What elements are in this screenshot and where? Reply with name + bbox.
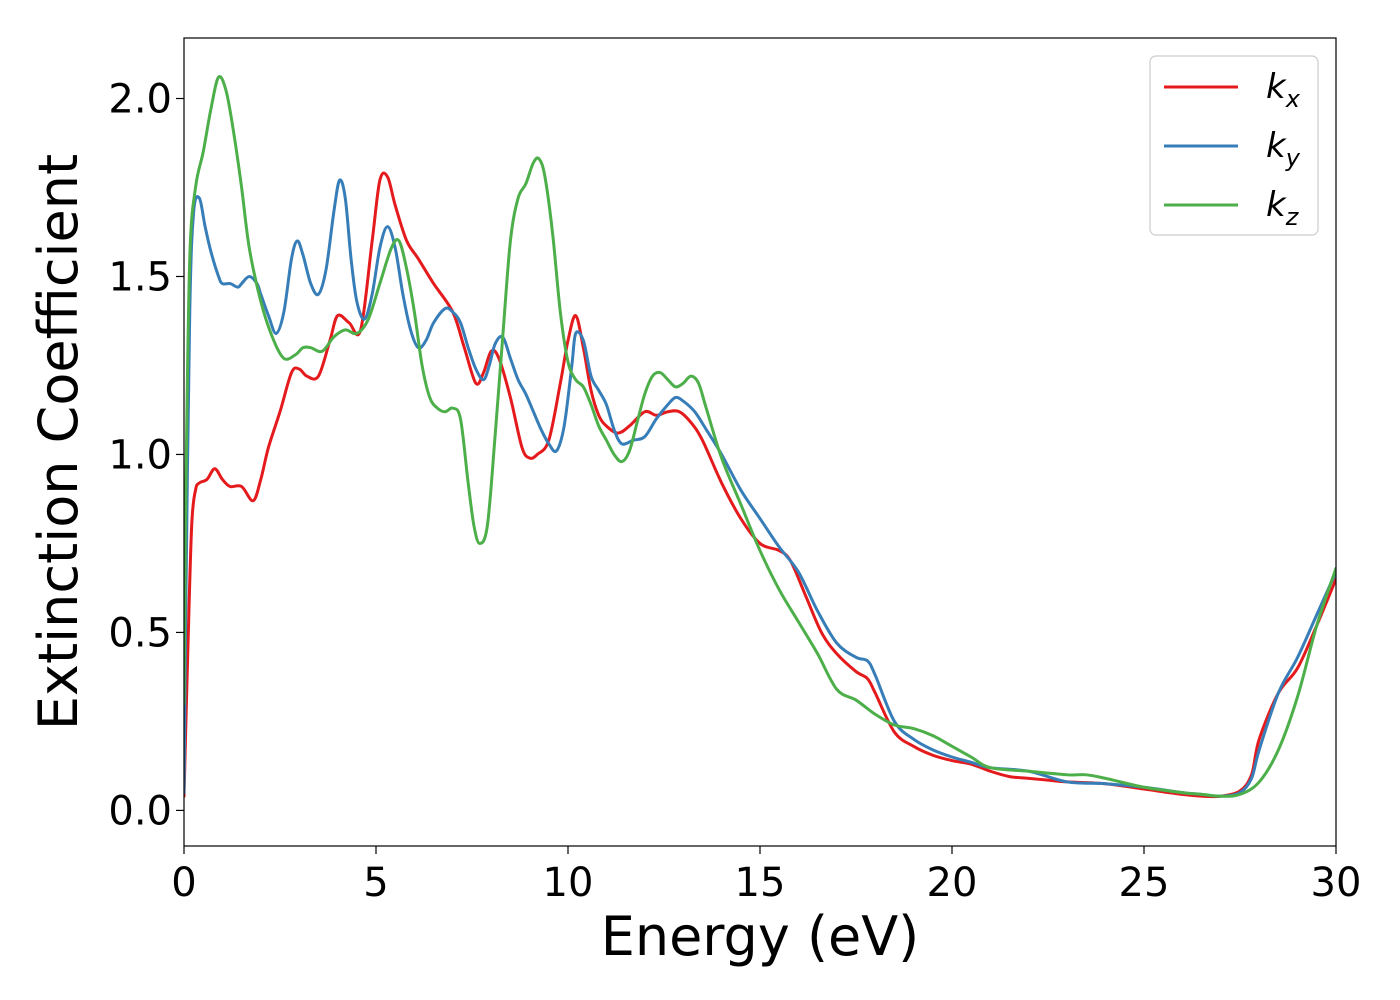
legend-label-base: k [1266,67,1287,107]
x-axis: 0 5 10 15 20 25 30 [171,846,1361,906]
x-tick-label: 25 [1119,860,1170,906]
y-tick-label: 1.0 [108,432,172,478]
y-tick-label: 0.0 [108,788,172,834]
series-line-ky [184,178,1336,798]
y-axis: 0.0 0.5 1.0 1.5 2.0 [108,77,184,834]
legend-label-base: k [1266,185,1287,225]
x-tick-label: 0 [171,860,196,906]
x-tick-label: 5 [363,860,388,906]
x-axis-title: Energy (eV) [601,905,920,968]
legend-label-ky: ky [1266,126,1301,172]
series-line-kx [184,171,1336,799]
legend-label-kz: kz [1266,185,1300,231]
x-tick-label: 30 [1311,860,1362,906]
y-tick-label: 2.0 [108,77,172,123]
legend-label-subscript: z [1285,203,1300,231]
x-tick-label: 10 [543,860,594,906]
x-tick-label: 15 [735,860,786,906]
series-layer [184,75,1336,799]
y-axis-title: Extinction Coefficient [27,154,90,730]
y-tick-label: 1.5 [108,254,172,300]
legend-label-kx: kx [1266,67,1301,113]
y-tick-label: 0.5 [108,610,172,656]
series-line-kz [184,75,1336,798]
legend-label-subscript: x [1285,85,1301,113]
legend-label-base: k [1266,126,1287,166]
legend-label-subscript: y [1285,144,1301,172]
x-tick-label: 20 [927,860,978,906]
